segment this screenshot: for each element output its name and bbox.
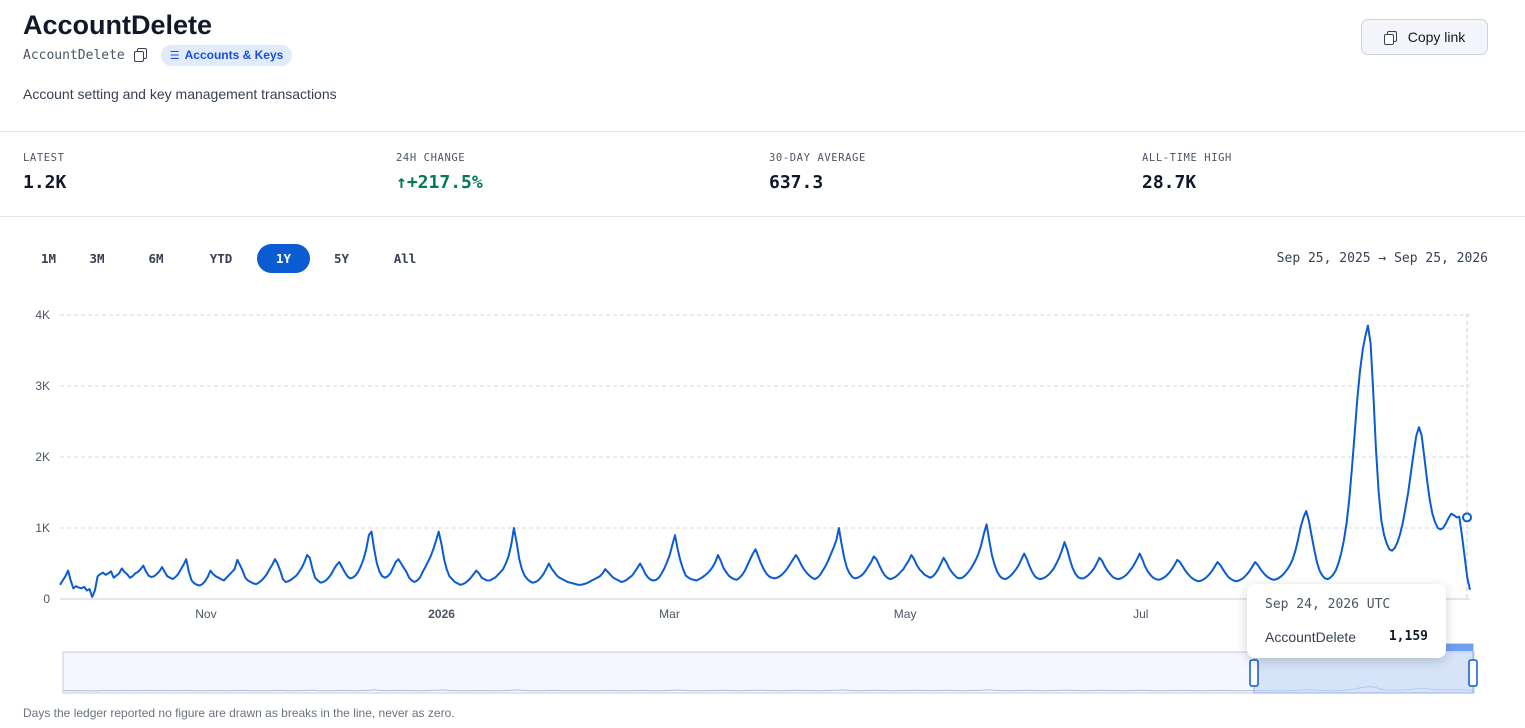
range-5y[interactable]: 5Y — [333, 251, 350, 266]
identifier-row: AccountDelete ☰ Accounts & Keys — [23, 44, 293, 66]
date-range: Sep 25, 2025 → Sep 25, 2026 — [1276, 251, 1488, 266]
x-tick-label: Mar — [659, 607, 680, 621]
tooltip-series-name: AccountDelete — [1265, 629, 1357, 645]
range-1m[interactable]: 1M — [40, 251, 57, 266]
category-badge-label: Accounts & Keys — [184, 48, 284, 62]
stat-label: ALL-TIME HIGH — [1142, 152, 1232, 164]
navigator-line — [63, 686, 1474, 692]
tooltip-date: Sep 24, 2026 UTC — [1265, 597, 1391, 612]
copy-identifier-button[interactable] — [133, 48, 148, 62]
page-title: AccountDelete — [23, 10, 213, 40]
navigator-left-handle[interactable] — [1249, 659, 1259, 687]
range-selector: 1M 3M 6M YTD 1Y 5Y All — [30, 244, 441, 273]
stat-value: ↑+217.5% — [396, 172, 483, 193]
chart-tooltip: Sep 24, 2026 UTC AccountDelete 1,159 — [1247, 584, 1446, 658]
stat-value-text: +217.5% — [406, 172, 483, 193]
x-axis: Nov 2026 Mar May Jul — [195, 607, 1148, 621]
hover-point — [1462, 512, 1472, 523]
arrow-up-icon: ↑ — [396, 172, 407, 193]
copy-icon — [133, 48, 147, 62]
stat-all-time-high: ALL-TIME HIGH 28.7K — [1142, 152, 1232, 193]
stat-24h-change: 24H CHANGE ↑+217.5% — [396, 152, 483, 193]
copy-link-label: Copy link — [1407, 29, 1466, 45]
stat-label: LATEST — [23, 152, 65, 164]
x-tick-label: May — [894, 607, 917, 621]
y-tick-label: 2K — [35, 450, 50, 464]
stat-value: 1.2K — [23, 172, 67, 193]
stat-30-day-average: 30-DAY AVERAGE 637.3 — [769, 152, 866, 193]
stat-latest: LATEST 1.2K — [23, 152, 66, 193]
copy-link-button[interactable]: Copy link — [1361, 19, 1488, 55]
range-1y[interactable]: 1Y — [257, 244, 310, 273]
navigator-right-handle[interactable] — [1468, 659, 1478, 687]
navigator-track — [62, 651, 1475, 694]
y-tick-label: 4K — [35, 308, 50, 322]
tooltip-value: 1,159 — [1388, 629, 1428, 644]
divider — [0, 216, 1525, 217]
identifier-text: AccountDelete — [23, 47, 125, 63]
y-tick-label: 3K — [35, 379, 50, 393]
range-ytd[interactable]: YTD — [209, 251, 233, 266]
chart-footnote: Days the ledger reported no figure are d… — [23, 706, 455, 720]
stat-label: 30-DAY AVERAGE — [769, 152, 866, 164]
category-badge[interactable]: ☰ Accounts & Keys — [160, 44, 293, 66]
chart-grid — [60, 314, 1470, 600]
divider — [0, 131, 1525, 132]
y-tick-label: 0 — [43, 592, 50, 606]
x-tick-label: Jul — [1133, 607, 1148, 621]
range-all[interactable]: All — [393, 251, 417, 266]
series-line — [59, 324, 1471, 598]
range-3m[interactable]: 3M — [89, 251, 105, 266]
stat-value: 28.7K — [1142, 172, 1197, 193]
x-tick-label: Nov — [195, 607, 216, 621]
line-chart[interactable]: 0 1K 2K 3K 4K Nov 2026 Mar May Jul — [0, 300, 1525, 700]
range-navigator[interactable] — [62, 643, 1478, 694]
stat-label: 24H CHANGE — [396, 152, 466, 164]
stat-value: 637.3 — [769, 172, 824, 193]
y-tick-label: 1K — [35, 521, 50, 535]
list-icon: ☰ — [169, 49, 180, 62]
page-description: Account setting and key management trans… — [23, 86, 337, 102]
range-6m[interactable]: 6M — [148, 251, 164, 266]
x-tick-label: 2026 — [428, 607, 455, 621]
copy-icon — [1383, 30, 1397, 45]
y-axis: 0 1K 2K 3K 4K — [35, 308, 50, 606]
